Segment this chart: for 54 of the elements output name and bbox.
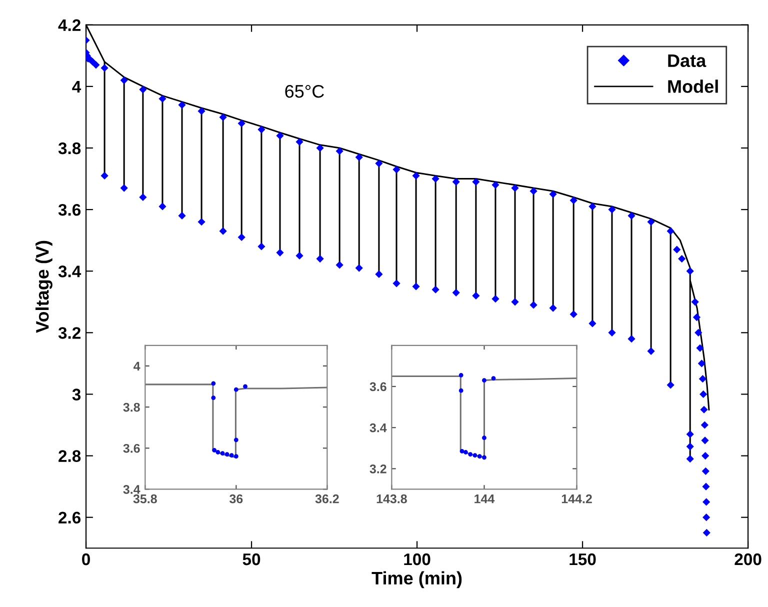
y-tick-label: 3.6: [123, 444, 140, 453]
x-tick-label: 0: [82, 553, 90, 566]
point: [482, 436, 486, 440]
point: [211, 381, 216, 386]
point: [234, 438, 238, 442]
y-tick-label: 3.4: [58, 266, 82, 278]
y-tick-label: 3.6: [370, 382, 386, 392]
legend-label: Model: [668, 80, 718, 93]
x-tick-label: 150: [570, 553, 596, 566]
point: [472, 453, 478, 458]
x-tick-label: 100: [404, 553, 430, 566]
x-tick-label: 143.8: [376, 494, 407, 504]
point: [458, 372, 464, 378]
point: [234, 387, 238, 392]
y-tick-label: 3.2: [58, 327, 80, 339]
point: [468, 452, 473, 456]
y-tick-label: 3.8: [123, 402, 140, 412]
y-axis-title: Voltage (V): [36, 240, 52, 333]
point: [243, 384, 248, 389]
y-tick-label: 3.8: [58, 142, 81, 154]
point: [458, 388, 464, 393]
point: [234, 454, 238, 459]
x-tick-label: 36: [229, 494, 243, 504]
y-tick-label: 4: [72, 81, 82, 92]
point: [464, 450, 468, 454]
point: [477, 454, 482, 459]
legend-label: Data: [668, 54, 706, 68]
y-tick-label: 3.4: [123, 485, 140, 494]
point: [212, 448, 217, 452]
point: [482, 378, 486, 383]
point: [229, 453, 234, 458]
y-tick-label: 3.2: [370, 464, 386, 474]
point: [220, 451, 225, 456]
y-tick-label: 4.2: [58, 19, 80, 31]
point: [211, 396, 216, 400]
y-tick-label: 3.6: [58, 204, 81, 216]
x-tick-label: 144: [474, 494, 495, 504]
point: [491, 376, 496, 380]
x-tick-label: 35.8: [133, 494, 157, 504]
point: [460, 449, 464, 454]
y-tick-label: 3.4: [370, 423, 387, 432]
y-tick-label: 2.6: [58, 512, 81, 524]
x-tick-label: 144.2: [562, 494, 592, 504]
y-tick-label: 4: [134, 362, 140, 370]
x-tick-label: 200: [734, 553, 762, 566]
y-tick-label: 2.8: [58, 450, 81, 462]
point: [224, 452, 230, 456]
annotation: 65°C: [285, 84, 324, 98]
x-axis-title: Time (min): [372, 571, 462, 588]
x-tick-label: 36.2: [315, 494, 339, 504]
x-tick-label: 50: [242, 553, 260, 566]
y-tick-label: 3: [72, 388, 81, 400]
point: [216, 450, 220, 454]
point: [482, 455, 486, 460]
